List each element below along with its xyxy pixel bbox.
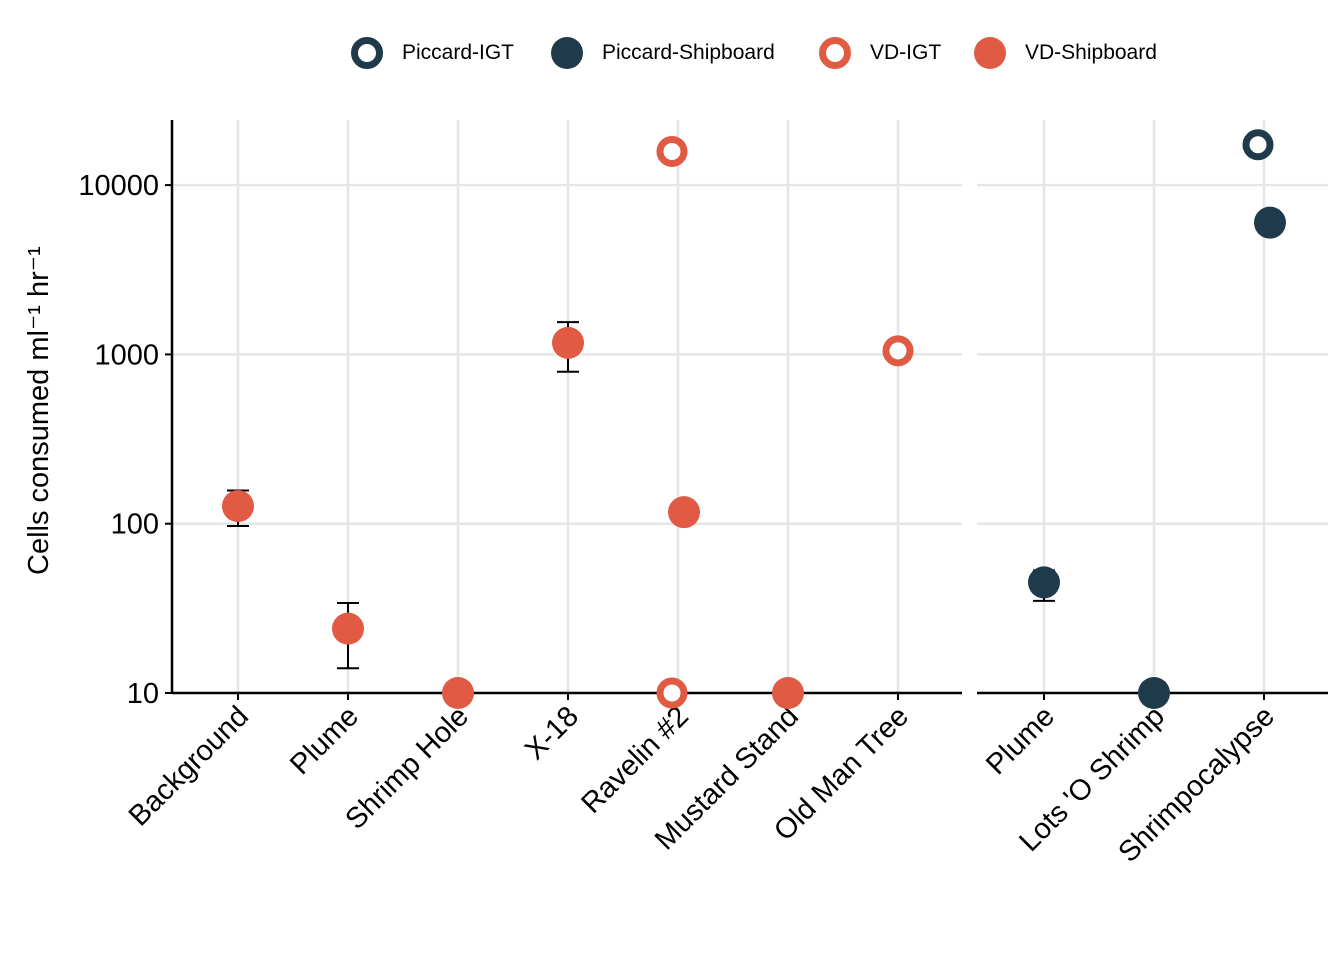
point-piccard-shipboard-shrimpocalypse	[1254, 206, 1286, 239]
legend-symbol-piccard-igt	[351, 37, 383, 69]
legend-item-vd-igt[interactable]: VD-IGT	[818, 36, 941, 70]
legend-symbol-vd-igt	[819, 37, 851, 69]
point-vd-shipboard-plume	[332, 612, 364, 645]
legend-item-vd-shipboard[interactable]: VD-Shipboard	[973, 36, 1157, 70]
x-tick-label-plume: Plume	[980, 700, 1061, 781]
x-tick-label-plume: Plume	[284, 700, 365, 781]
piccard-igt-marker-icon	[351, 37, 383, 69]
legend-item-piccard-shipboard[interactable]: Piccard-Shipboard	[550, 36, 775, 70]
legend-label-vd-shipboard: VD-Shipboard	[1025, 41, 1157, 64]
legend-item-piccard-igt[interactable]: Piccard-IGT	[350, 36, 514, 70]
point-vd-shipboard-shrimp-hole	[442, 677, 474, 709]
point-vd-shipboard-ravelin-2	[668, 496, 700, 529]
point-vd-shipboard-x-18	[552, 326, 584, 359]
vd-igt-marker-icon	[819, 37, 851, 69]
y-tick-label-10: 10	[127, 678, 159, 710]
x-tick-label-ravelin-2: Ravelin #2	[575, 700, 695, 820]
point-vd-shipboard-mustard-stand	[772, 677, 804, 709]
piccard-shipboard-marker-icon	[551, 37, 583, 69]
legend-symbol-piccard-shipboard	[551, 37, 583, 69]
y-tick-label-1000: 1000	[94, 339, 159, 371]
point-piccard-igt-shrimpocalypse	[1242, 129, 1274, 161]
point-piccard-shipboard-lots-o-shrimp	[1138, 677, 1170, 709]
x-tick-label-x-18: X-18	[519, 700, 585, 766]
x-tick-label-background: Background	[123, 700, 255, 832]
legend-label-piccard-shipboard: Piccard-Shipboard	[602, 41, 775, 64]
legend-label-vd-igt: VD-IGT	[870, 41, 942, 64]
legend-symbol-vd-shipboard	[974, 37, 1006, 69]
y-tick-label-10000: 10000	[78, 170, 159, 202]
point-vd-igt-ravelin-2	[656, 677, 688, 709]
vd-shipboard-marker-icon	[974, 37, 1006, 69]
point-vd-igt-old-man-tree	[882, 335, 914, 367]
y-tick-label-100: 100	[111, 509, 159, 541]
legend-label-piccard-igt: Piccard-IGT	[402, 41, 515, 64]
point-piccard-shipboard-plume	[1028, 566, 1060, 599]
point-vd-igt-ravelin-2	[656, 135, 688, 167]
point-vd-shipboard-background	[222, 490, 254, 523]
legend: Piccard-IGT Piccard-Shipboard VD-IGT VD-…	[0, 0, 1344, 100]
